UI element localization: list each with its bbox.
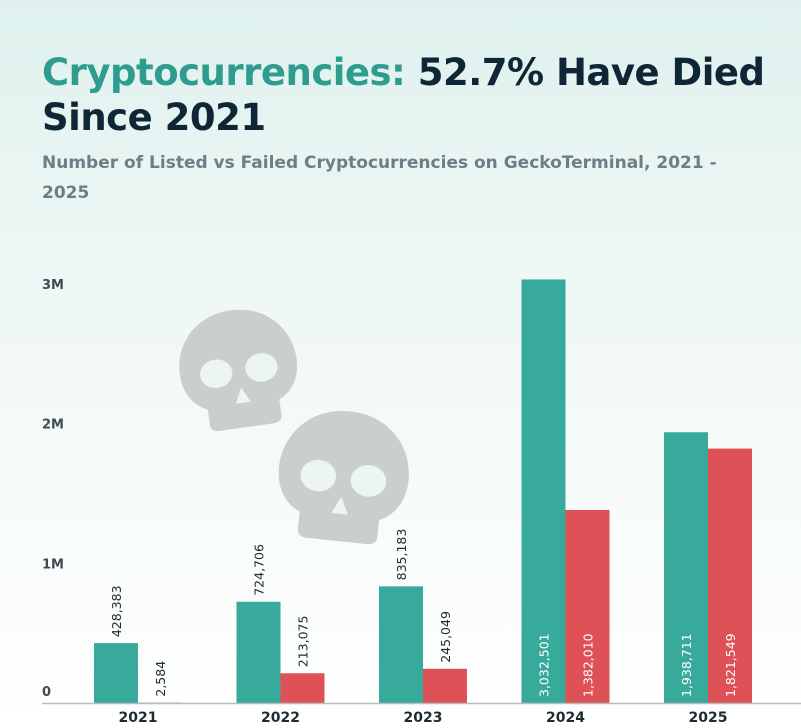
listed-bar-2021 — [94, 643, 138, 703]
skull-icon-2-right-eye — [350, 465, 387, 497]
listed-value-label-2021: 428,383 — [109, 585, 124, 637]
x-axis: 2021 2022 2023 2024 2025 — [42, 702, 801, 726]
failed-value-label-2021: 2,584 — [153, 661, 168, 697]
failed-bar-2023 — [423, 668, 467, 703]
y-tick-label: 1M — [42, 557, 64, 572]
listed-value-label-2024: 3,032,501 — [537, 633, 552, 697]
skull-icon-1-right-eye — [245, 353, 278, 382]
listed-bar-2022 — [236, 601, 281, 703]
chart-title: Cryptocurrencies: 52.7% Have Died Since … — [42, 50, 782, 140]
listed-bar-2025 — [664, 432, 708, 703]
skull-icon-1 — [179, 309, 298, 431]
skull-icon-1-head — [179, 309, 298, 431]
skull-icon-2 — [278, 411, 409, 545]
x-tick-label-2023: 2023 — [404, 710, 443, 726]
failed-value-label-2023: 245,049 — [438, 611, 453, 663]
listed-bar-2023 — [379, 586, 423, 703]
failed-bar-2024 — [565, 509, 610, 703]
bars-group: 428,383 2,584 724,706 213,075 835,183 245,049… — [94, 279, 752, 704]
title-rest: 52.7% Have Died Since 2021 — [42, 51, 765, 139]
failed-value-label-2022: 213,075 — [296, 616, 311, 668]
x-tick-label-2022: 2022 — [261, 710, 300, 726]
skull-icon-2-nose — [331, 497, 348, 515]
skull-icon-1-left-eye — [200, 359, 233, 389]
x-tick-label-2024: 2024 — [546, 710, 585, 726]
x-tick-label-2021: 2021 — [119, 710, 158, 726]
title-highlight: Cryptocurrencies: — [42, 51, 406, 94]
listed-value-label-2022: 724,706 — [252, 544, 267, 596]
listed-value-label-2025: 1,938,711 — [679, 633, 694, 697]
y-tick-label: 2M — [42, 418, 64, 433]
chart-subtitle: Number of Listed vs Failed Cryptocurrenc… — [42, 153, 717, 203]
y-tick-label: 0 — [42, 685, 51, 700]
failed-value-label-2024: 1,382,010 — [581, 633, 596, 697]
skull-icon-2-head — [278, 411, 409, 545]
failed-bar-2025 — [708, 448, 752, 703]
listed-bar-2024 — [521, 279, 566, 703]
listed-value-label-2023: 835,183 — [394, 529, 409, 581]
skull-icon-1-nose — [235, 387, 251, 404]
skull-icon-2-left-eye — [300, 459, 337, 492]
y-axis: 0 1M 2M 3M — [42, 278, 64, 700]
failed-bar-2022 — [280, 673, 325, 703]
skull-decoration — [179, 309, 409, 545]
y-tick-label: 3M — [42, 278, 64, 293]
failed-value-label-2025: 1,821,549 — [723, 633, 738, 697]
x-tick-label-2025: 2025 — [689, 710, 728, 726]
